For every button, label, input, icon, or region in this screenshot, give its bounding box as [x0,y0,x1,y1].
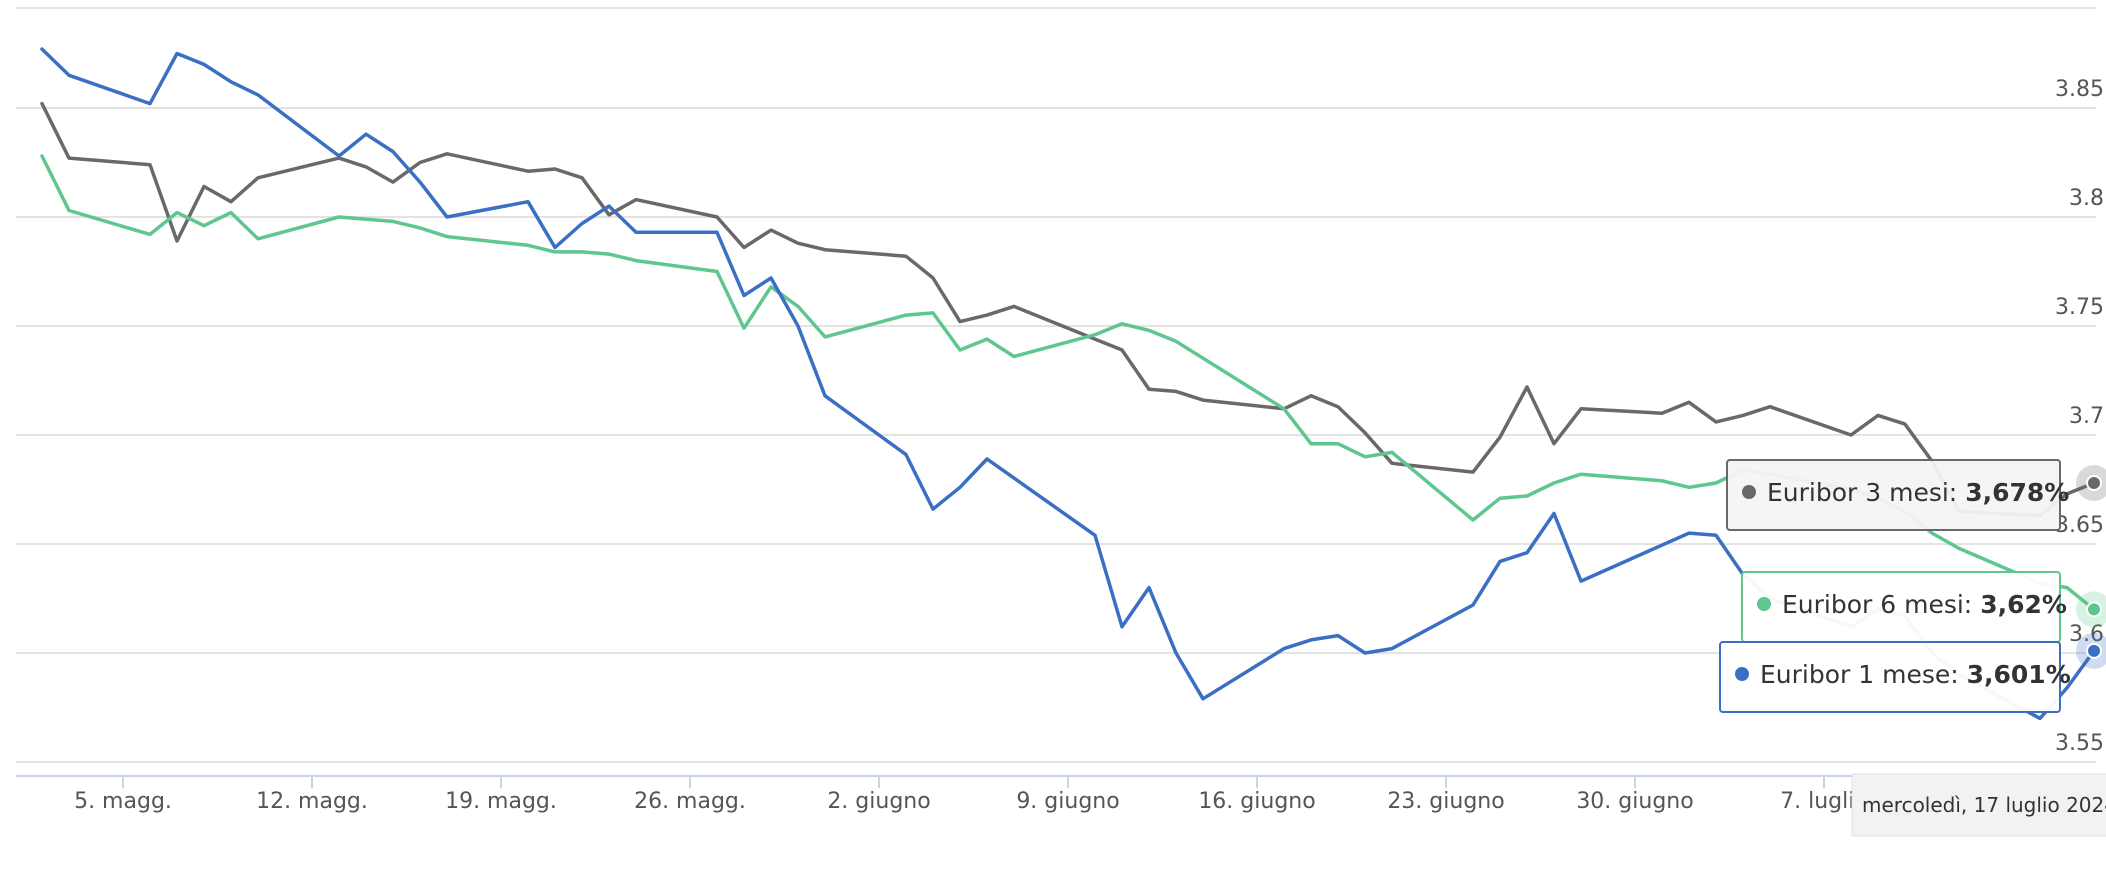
x-tick-label: 2. giugno [827,789,930,814]
date-label-box [1851,773,2106,837]
x-tick-label: 30. giugno [1576,789,1693,814]
x-tick-label: 23. giugno [1387,789,1504,814]
y-tick-label: 3.75 [2055,295,2104,320]
hover-point[interactable] [2086,474,2102,491]
tooltip-1: Euribor 3 mesi: 3,678% [1726,459,2069,531]
hover-markers [2076,464,2106,669]
tooltip-2: Euribor 6 mesi: 3,62% [1741,571,2067,643]
x-tick-label: 16. giugno [1198,789,1315,814]
x-tick-label: 9. giugno [1016,789,1119,814]
y-tick-label: 3.6 [2069,622,2104,647]
x-tick-label: 5. magg. [74,789,172,814]
tooltip-series-dot [1757,597,1771,611]
date-label-text: mercoledì, 17 luglio 2024 [1862,793,2106,817]
tooltip-series-dot [1742,485,1756,499]
tooltip-3: Euribor 1 mese: 3,601% [1719,641,2071,713]
grid-lines [16,7,2096,763]
x-tick-label: 26. magg. [634,789,746,814]
y-tick-label: 3.7 [2069,404,2104,429]
y-tick-label: 3.8 [2069,186,2104,211]
tooltip-text: Euribor 6 mesi: 3,62% [1782,590,2067,619]
y-tick-label: 3.55 [2055,731,2104,756]
x-tick-label: 19. magg. [445,789,557,814]
series-line-2 [40,154,2096,612]
tooltips: Euribor 3 mesi: 3,678% Euribor 6 mesi: 3,… [1719,459,2071,713]
crosshair-date-label: mercoledì, 17 luglio 2024 [1851,773,2106,837]
tooltip-series-dot [1735,667,1749,681]
tooltip-text: Euribor 1 mese: 3,601% [1760,660,2071,689]
tooltip-text: Euribor 3 mesi: 3,678% [1767,478,2069,507]
x-tick-label: 12. magg. [256,789,368,814]
y-tick-label: 3.65 [2055,513,2104,538]
y-tick-label: 3.85 [2055,77,2104,102]
series-line-1 [40,101,2096,518]
hover-point[interactable] [2086,642,2102,659]
y-axis-labels: 3.55 3.6 3.65 3.7 3.75 3.8 3.85 [2055,77,2104,756]
hover-point[interactable] [2086,601,2102,618]
x-axis [16,775,2096,788]
x-axis-labels: 5. magg. 12. magg. 19. magg. 26. magg. 2. gi… [74,789,1868,814]
